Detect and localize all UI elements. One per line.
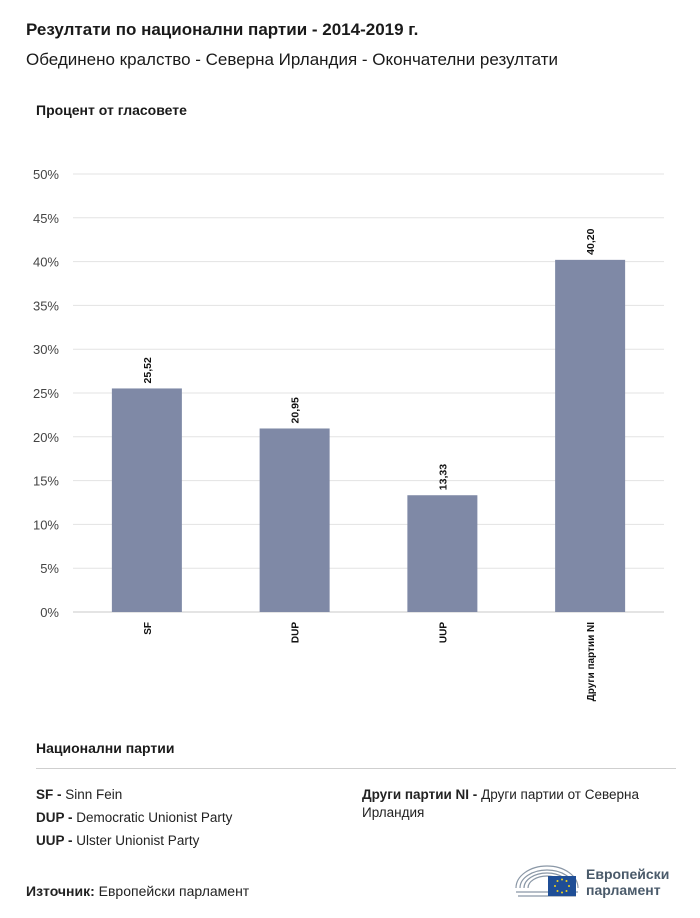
chart-subtitle: Обединено кралство - Северна Ирландия - … xyxy=(26,50,559,69)
legend-title: Национални партии xyxy=(36,740,175,756)
legend-name: Democratic Unionist Party xyxy=(76,810,233,825)
legend-name: Ulster Unionist Party xyxy=(76,833,200,848)
parliament-hemicycle-icon xyxy=(515,865,579,897)
x-tick-label: UUP xyxy=(438,622,449,643)
source-value: Европейски парламент xyxy=(98,883,250,899)
legend-item-other: Други партии NI - Други партии от Северн… xyxy=(362,786,672,822)
source-label: Източник: xyxy=(26,883,95,899)
x-tick-label: Други партии NI xyxy=(586,622,597,702)
data-label: 40,20 xyxy=(585,228,597,254)
bar xyxy=(555,259,626,612)
legend-abbr: UUP - xyxy=(36,833,73,848)
x-tick-label: SF xyxy=(143,622,154,635)
legend-abbr: DUP - xyxy=(36,810,73,825)
bar xyxy=(407,495,478,612)
y-tick-label: 25% xyxy=(33,386,59,401)
y-tick-label: 10% xyxy=(33,517,59,532)
chart-title: Резултати по национални партии - 2014-20… xyxy=(26,20,419,39)
y-axis-label: Процент от гласовете xyxy=(36,102,187,118)
legend-item-sf: SF - Sinn Fein xyxy=(36,786,122,804)
y-tick-label: 40% xyxy=(33,255,59,270)
legend-name: Други партии от Северна Ирландия xyxy=(362,787,639,820)
y-tick-label: 30% xyxy=(33,342,59,357)
source-line: Източник: Европейски парламент xyxy=(26,883,249,899)
y-tick-label: 35% xyxy=(33,298,59,313)
y-tick-label: 0% xyxy=(40,605,59,620)
bar xyxy=(259,428,330,612)
european-parliament-logo: Европейски парламент xyxy=(514,858,684,902)
legend-abbr: SF - xyxy=(36,787,62,802)
logo-line-2: парламент xyxy=(586,882,661,898)
logo-text: Европейски парламент xyxy=(586,866,669,898)
data-label: 25,52 xyxy=(142,357,154,383)
y-tick-label: 45% xyxy=(33,211,59,226)
legend-item-uup: UUP - Ulster Unionist Party xyxy=(36,832,199,850)
legend-item-dup: DUP - Democratic Unionist Party xyxy=(36,809,232,827)
y-tick-label: 50% xyxy=(33,167,59,182)
bar xyxy=(111,388,182,612)
y-tick-label: 20% xyxy=(33,430,59,445)
y-tick-label: 5% xyxy=(40,561,59,576)
x-tick-label: DUP xyxy=(291,622,302,643)
legend-abbr: Други партии NI - xyxy=(362,787,478,802)
bar-chart: 0% 5% 10% 15% 20% 25% 30% 35% 40% 45% 50% 25,52 SF 20… xyxy=(33,167,664,702)
logo-line-1: Европейски xyxy=(586,866,670,882)
legend-name: Sinn Fein xyxy=(65,787,123,802)
legend-divider xyxy=(36,768,676,769)
data-label: 13,33 xyxy=(437,464,449,490)
data-label: 20,95 xyxy=(290,397,302,423)
y-tick-label: 15% xyxy=(33,474,59,489)
